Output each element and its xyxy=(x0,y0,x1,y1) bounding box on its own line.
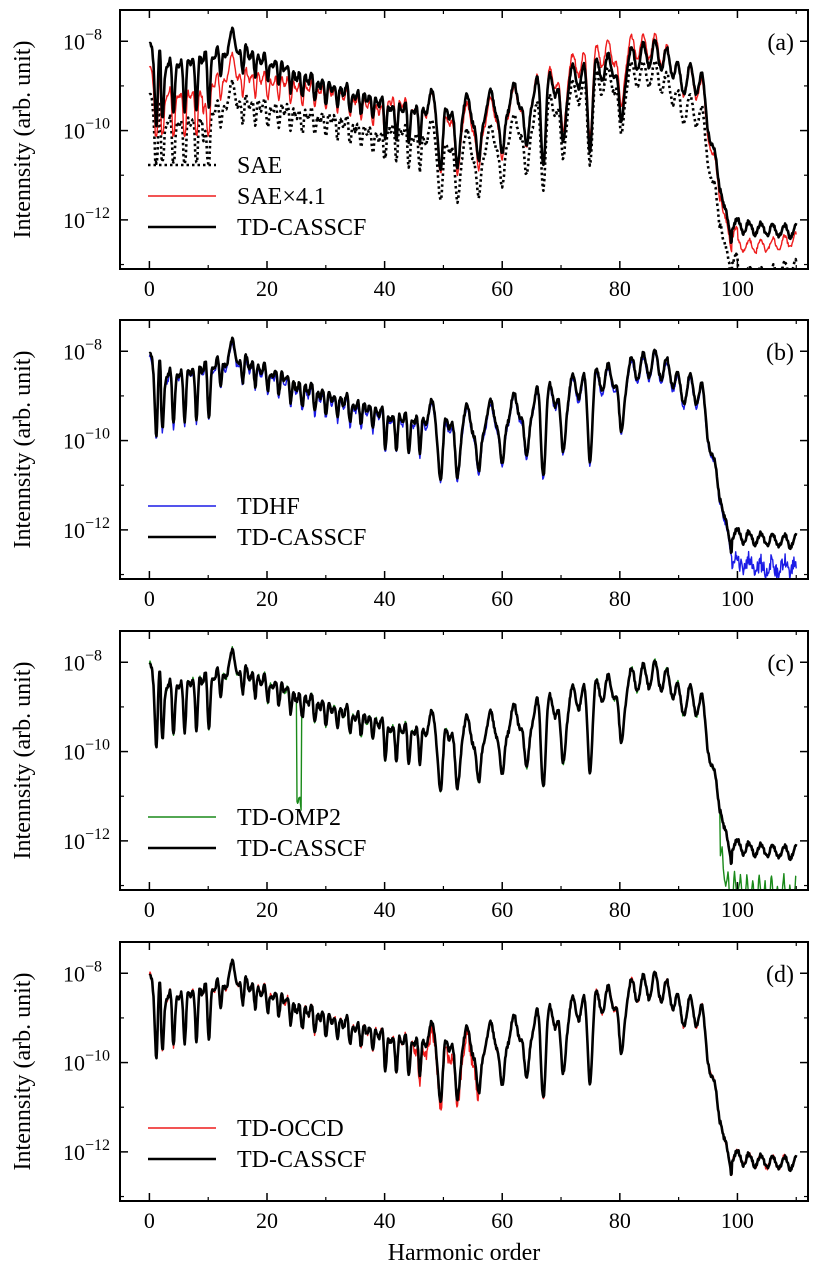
y-tick-label: 10−10 xyxy=(63,116,110,144)
y-tick-label: 10−12 xyxy=(63,205,110,233)
axes-frame xyxy=(119,941,809,1202)
panel-label: (d) xyxy=(766,962,794,988)
panel-d: 0 20 40 60 80 100 10−8 10−10 10−12 Intennsity (ar… xyxy=(10,941,809,1233)
panel-c: 0 20 40 60 80 100 10−8 10−10 10−12 Intennsity (ar… xyxy=(10,630,809,922)
x-tick-label: 20 xyxy=(256,1208,278,1233)
x-tick-label: 0 xyxy=(144,276,155,301)
x-tick-label: 80 xyxy=(609,586,631,611)
plot-area xyxy=(148,646,798,890)
x-axis-label: Harmonic order xyxy=(388,1240,541,1266)
x-tick-label: 60 xyxy=(491,1208,513,1233)
x-tick-label: 60 xyxy=(491,897,513,922)
series-line-sae xyxy=(148,59,798,269)
panel-label: (c) xyxy=(767,651,794,677)
y-tick-label: 10−8 xyxy=(63,958,102,986)
x-tick-label: 60 xyxy=(491,276,513,301)
y-axis-label: Intennsity (arb. unit) xyxy=(10,351,36,549)
legend-label: SAE×4.1 xyxy=(237,184,326,210)
series-line-td-occd xyxy=(148,960,797,1176)
y-tick-label: 10−12 xyxy=(63,515,110,543)
y-axis-label: Intennsity (arb. unit) xyxy=(10,973,36,1171)
panel-a: 0 20 40 60 80 100 10−8 10−10 10−12 Intennsity (ar… xyxy=(10,9,809,301)
x-tick-label: 20 xyxy=(256,586,278,611)
legend-label: TD-CASSCF xyxy=(237,525,366,551)
x-tick-label: 20 xyxy=(256,276,278,301)
y-tick-label: 10−12 xyxy=(63,1137,110,1165)
x-tick-label: 20 xyxy=(256,897,278,922)
series-line-td-casscf xyxy=(148,26,798,245)
legend-label: TD-CASSCF xyxy=(237,215,366,241)
panel-label: (b) xyxy=(766,340,794,366)
panel-b: 0 20 40 60 80 100 10−8 10−10 10−12 Intennsity (ar… xyxy=(10,319,809,611)
y-axis-label: Intennsity (arb. unit) xyxy=(10,662,36,860)
x-tick-label: 100 xyxy=(721,276,754,301)
axes-frame xyxy=(119,319,809,580)
legend-label: TD-OCCD xyxy=(237,1116,344,1142)
x-tick-label: 0 xyxy=(144,586,155,611)
axes-frame xyxy=(119,630,809,891)
y-tick-label: 10−8 xyxy=(63,647,102,675)
y-tick-label: 10−10 xyxy=(63,1048,110,1076)
legend-label: TD-CASSCF xyxy=(237,836,366,862)
plot-area xyxy=(148,26,798,269)
y-axis-label: Intennsity (arb. unit) xyxy=(10,41,36,239)
legend-label: SAE xyxy=(237,153,282,179)
series-line-td-omp2 xyxy=(148,646,797,890)
y-tick-label: 10−10 xyxy=(63,426,110,454)
y-tick-label: 10−8 xyxy=(63,336,102,364)
x-tick-label: 100 xyxy=(721,586,754,611)
legend-label: TD-OMP2 xyxy=(237,805,341,831)
x-tick-label: 0 xyxy=(144,897,155,922)
x-tick-label: 60 xyxy=(491,586,513,611)
y-tick-label: 10−8 xyxy=(63,26,102,54)
y-tick-label: 10−10 xyxy=(63,737,110,765)
x-tick-label: 40 xyxy=(374,1208,396,1233)
series-line-td-casscf xyxy=(148,647,798,866)
x-tick-label: 100 xyxy=(721,1208,754,1233)
x-tick-label: 0 xyxy=(144,1208,155,1233)
plot-area xyxy=(148,336,798,579)
x-tick-label: 100 xyxy=(721,897,754,922)
panel-label: (a) xyxy=(767,30,794,56)
series-line-td-casscf xyxy=(148,958,798,1177)
plot-area xyxy=(148,958,798,1177)
x-tick-label: 80 xyxy=(609,1208,631,1233)
series-line-td-casscf xyxy=(148,336,798,555)
x-tick-label: 80 xyxy=(609,276,631,301)
x-tick-label: 40 xyxy=(374,586,396,611)
x-tick-label: 40 xyxy=(374,276,396,301)
y-tick-label: 10−12 xyxy=(63,826,110,854)
x-tick-label: 40 xyxy=(374,897,396,922)
x-tick-label: 80 xyxy=(609,897,631,922)
legend-label: TDHF xyxy=(237,494,300,520)
axes-frame xyxy=(119,9,809,270)
legend-label: TD-CASSCF xyxy=(237,1147,366,1173)
